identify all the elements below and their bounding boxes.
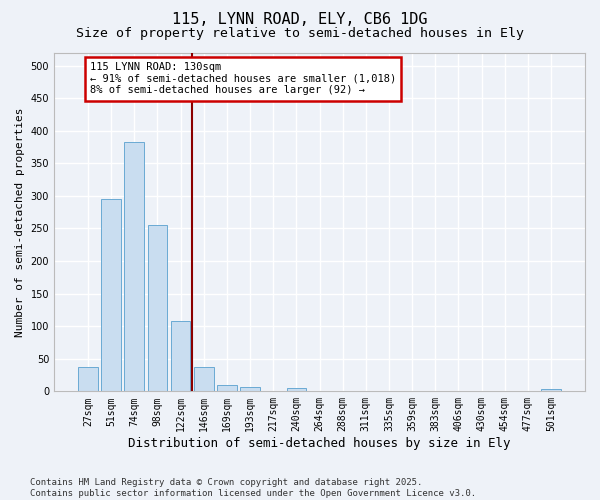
Text: Size of property relative to semi-detached houses in Ely: Size of property relative to semi-detach… [76,28,524,40]
Bar [148,225,167,392]
Text: 115 LYNN ROAD: 130sqm
← 91% of semi-detached houses are smaller (1,018)
8% of se: 115 LYNN ROAD: 130sqm ← 91% of semi-deta… [90,62,396,96]
Bar [124,142,144,392]
Bar [217,385,237,392]
Bar [240,388,260,392]
Bar [541,388,561,392]
Bar [101,199,121,392]
Text: Contains HM Land Registry data © Crown copyright and database right 2025.
Contai: Contains HM Land Registry data © Crown c… [30,478,476,498]
Bar [287,388,306,392]
Y-axis label: Number of semi-detached properties: Number of semi-detached properties [15,107,25,336]
Text: 115, LYNN ROAD, ELY, CB6 1DG: 115, LYNN ROAD, ELY, CB6 1DG [172,12,428,28]
Bar [171,321,190,392]
Bar [78,367,98,392]
X-axis label: Distribution of semi-detached houses by size in Ely: Distribution of semi-detached houses by … [128,437,511,450]
Bar [194,367,214,392]
